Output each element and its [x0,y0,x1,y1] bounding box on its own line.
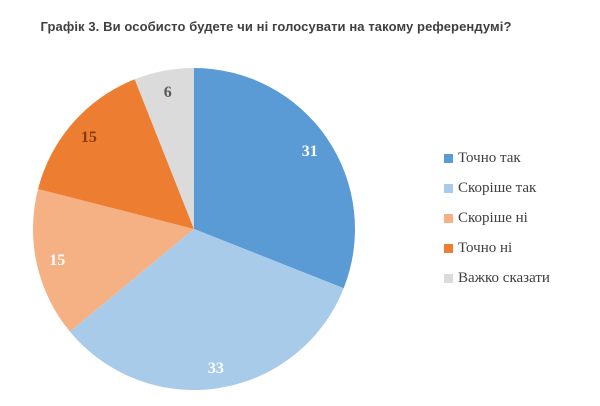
legend-label: Скоріше так [458,179,537,196]
legend-item: Важко сказати [444,263,550,293]
pie-slice [69,229,344,390]
legend-swatch-icon [444,183,453,193]
legend-label: Точно ні [458,239,513,256]
pie-data-label: 15 [49,252,65,269]
legend-item: Точно ні [444,233,550,263]
chart-title: Графік 3. Ви особисто будете чи ні голос… [40,19,512,34]
pie-slice [134,68,194,229]
legend-item: Точно так [444,143,550,173]
pie-slice [38,79,195,229]
legend-swatch-icon [444,153,453,163]
legend-label: Скоріше ні [458,209,528,226]
legend-label: Важко сказати [458,269,550,286]
legend-swatch-icon [444,243,453,253]
pie-slice [33,188,194,332]
legend: Точно так Скоріше так Скоріше ні Точно н… [444,143,550,293]
pie-slice [194,68,355,289]
pie-data-label: 6 [164,84,172,101]
legend-label: Точно так [458,149,521,166]
legend-item: Скоріше ні [444,203,550,233]
legend-swatch-icon [444,213,453,223]
legend-swatch-icon [444,273,453,283]
legend-item: Скоріше так [444,173,550,203]
pie-data-label: 15 [81,129,97,146]
pie-data-label: 31 [302,143,318,160]
pie-data-label: 33 [208,360,224,377]
